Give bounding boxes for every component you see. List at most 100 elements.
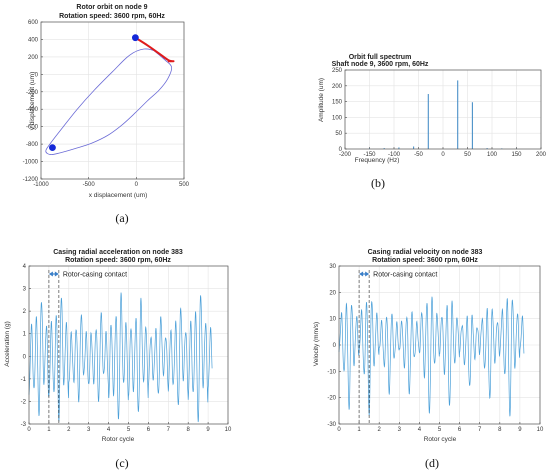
x-tick-label: 5 [438,427,442,433]
y-tick-label: -2 [21,399,27,405]
panel-c-casing-acceleration: Casing radial acceleration on node 383 R… [4,249,232,470]
y-tick-label: -1200 [23,177,39,183]
contact-arrow-left-head [48,271,53,277]
y-tick-label: 20 [329,290,336,296]
x-tick-label: 5 [127,427,131,433]
y-tick-label: -30 [327,422,336,428]
panel-d-label: (d) [425,456,439,470]
y-tick-label: 0 [339,147,343,153]
panel-c-title: Casing radial acceleration on node 383 [53,249,183,256]
x-tick-label: 7 [167,427,171,433]
panel-b-subtitle: Shaft node 9, 3600 rpm, 60Hz [332,61,429,68]
signal-line [28,292,213,423]
panel-d-xlabel: Rotor cycle [424,436,457,443]
x-tick-label: 10 [537,427,544,433]
x-tick-label: 2 [378,427,382,433]
y-tick-label: -1 [21,377,27,383]
panel-d-title: Casing radial velocity on node 383 [368,249,483,256]
y-tick-label: 100 [332,115,343,121]
panel-b-xlabel: Frequency (Hz) [355,157,400,164]
x-tick-label: 6 [458,427,462,433]
y-tick-label: -1000 [23,160,39,166]
x-tick-label: 3 [398,427,402,433]
y-tick-label: -200 [26,90,39,96]
orbit-marker-point [49,144,56,152]
y-tick-label: -400 [26,107,39,113]
panel-d-subtitle: Rotation speed: 3600 rpm, 60Hz [372,257,478,264]
x-tick-label: 50 [464,152,471,158]
x-tick-label: -500 [83,182,96,188]
panel-a-label: (a) [115,211,128,225]
y-tick-label: 4 [23,264,27,270]
x-tick-label: 0 [27,427,31,433]
x-tick-label: -200 [339,152,352,158]
orbit-marker-point [131,34,139,42]
x-tick-label: 9 [518,427,522,433]
x-tick-label: 200 [536,152,547,158]
y-tick-label: -10 [327,369,336,375]
x-tick-label: 100 [487,152,498,158]
x-tick-label: 4 [418,427,422,433]
x-tick-label: 0 [441,152,445,158]
contact-orbit-segment [134,36,175,63]
panel-a-xlabel: x displacement (um) [89,192,148,199]
y-tick-label: 0 [333,343,337,349]
y-tick-label: 1 [23,332,27,338]
x-tick-label: 2 [67,427,71,433]
x-tick-label: 1 [47,427,51,433]
y-tick-label: 10 [329,317,336,323]
plot-area [41,22,184,179]
contact-arrow-right-head [54,271,59,277]
axes-frame [40,21,185,180]
orbit-line [45,37,173,156]
x-tick-label: -50 [414,152,423,158]
panel-c-label: (c) [115,456,128,470]
y-tick-label: 150 [332,100,343,106]
x-tick-label: 4 [107,427,111,433]
contact-arrow-left-head [359,271,364,277]
panel-b-title: Orbit full spectrum [349,54,412,61]
y-tick-label: 0 [23,354,27,360]
y-tick-label: 600 [28,20,39,26]
signal-line [338,296,525,417]
panel-b-label: (b) [371,176,385,190]
panel-a-title: Rotor orbit on node 9 [76,4,147,11]
y-tick-label: 50 [335,131,342,137]
y-tick-label: 250 [332,68,343,74]
y-tick-label: 400 [28,37,39,43]
panel-b-orbit-spectrum: Orbit full spectrum Shaft node 9, 3600 r… [318,54,547,190]
panel-a-ylabel: y displacement (um) [29,72,36,131]
panel-d-ylabel: Velocity (mm/s) [313,322,320,366]
x-tick-label: 0 [135,182,139,188]
axes-frame [344,69,542,150]
panel-a-subtitle: Rotation speed: 3600 rpm, 60Hz [59,13,165,20]
y-tick-label: -600 [26,125,39,131]
y-tick-label: 0 [35,72,39,78]
x-tick-label: 6 [147,427,151,433]
x-tick-label: 1 [357,427,361,433]
axes-frame [28,265,229,425]
y-tick-label: -20 [327,396,336,402]
y-tick-label: -800 [26,142,39,148]
x-tick-label: 500 [179,182,190,188]
y-tick-label: 2 [23,309,27,315]
x-tick-label: 10 [225,427,232,433]
y-tick-label: 200 [28,55,39,61]
x-tick-label: 9 [206,427,210,433]
y-tick-label: 200 [332,84,343,90]
x-tick-label: 8 [187,427,191,433]
x-tick-label: -150 [363,152,376,158]
panel-b-ylabel: Amplitude (um) [318,78,325,122]
x-tick-label: 8 [498,427,502,433]
panel-c-xlabel: Rotor cycle [102,436,135,443]
panel-c-ylabel: Acceleration (g) [4,321,11,367]
panel-c-subtitle: Rotation speed: 3600 rpm, 60Hz [65,257,171,264]
panel-d-casing-velocity: Casing radial velocity on node 383 Rotat… [313,249,544,470]
axes-frame [338,265,541,425]
x-tick-label: 7 [478,427,482,433]
x-tick-label: 3 [87,427,91,433]
y-tick-label: 3 [23,287,27,293]
y-tick-label: -3 [21,422,27,428]
x-tick-label: -1000 [33,182,49,188]
